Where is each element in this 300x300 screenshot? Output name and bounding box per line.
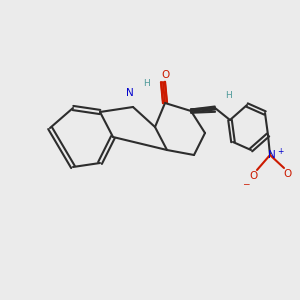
Text: O: O xyxy=(250,171,258,181)
Text: +: + xyxy=(277,148,284,157)
Text: N: N xyxy=(268,150,275,160)
Text: H: H xyxy=(225,92,232,100)
Text: H: H xyxy=(143,79,150,88)
Text: −: − xyxy=(242,179,249,188)
Text: O: O xyxy=(162,70,170,80)
Text: O: O xyxy=(283,169,291,179)
Text: N: N xyxy=(126,88,134,98)
